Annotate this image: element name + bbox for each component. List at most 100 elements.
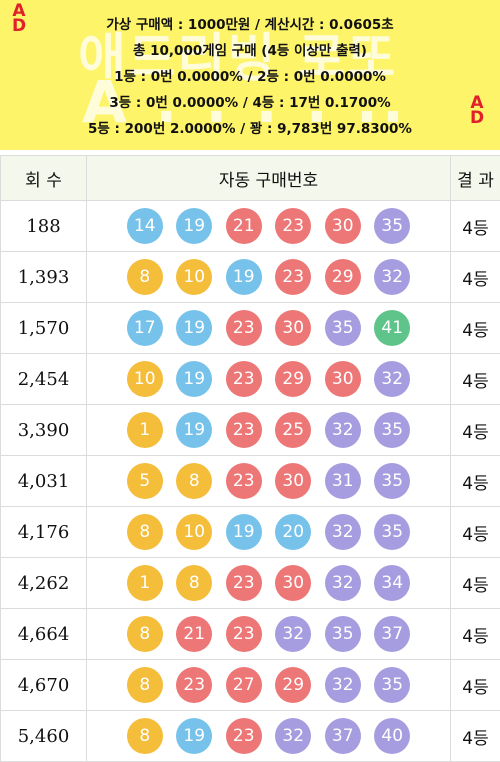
lotto-ball: 34 (374, 565, 410, 601)
lotto-ball: 19 (176, 208, 212, 244)
round-number: 5,460 (1, 711, 87, 762)
lotto-ball: 1 (127, 565, 163, 601)
lotto-ball: 8 (127, 718, 163, 754)
lotto-ball: 8 (127, 514, 163, 550)
lotto-ball: 30 (325, 208, 361, 244)
lotto-ball: 23 (226, 310, 262, 346)
result-rank: 4등 (451, 405, 500, 456)
lotto-ball: 32 (325, 565, 361, 601)
round-number: 1,393 (1, 252, 87, 303)
lotto-ball: 20 (275, 514, 311, 550)
lotto-ball: 19 (176, 718, 212, 754)
lotto-ball: 5 (127, 463, 163, 499)
lotto-ball: 30 (275, 565, 311, 601)
lotto-ball: 19 (226, 514, 262, 550)
lotto-ball: 10 (127, 361, 163, 397)
lotto-ball: 19 (176, 412, 212, 448)
lotto-ball: 31 (325, 463, 361, 499)
lotto-ball: 37 (374, 616, 410, 652)
lotto-ball: 10 (176, 259, 212, 295)
stats-banner: AD AD 애드리빙 로또 A . . . . .. 가상 구매액 : 1000… (0, 0, 500, 150)
result-rank: 4등 (451, 252, 500, 303)
lotto-ball: 8 (176, 463, 212, 499)
stat-rank-5-miss: 5등 : 200번 2.0000% / 꽝 : 9,783번 97.8300% (0, 117, 500, 137)
lotto-ball: 29 (325, 259, 361, 295)
round-number: 4,670 (1, 660, 87, 711)
round-number: 1,570 (1, 303, 87, 354)
lotto-ball: 23 (226, 718, 262, 754)
lotto-ball: 32 (374, 259, 410, 295)
result-rank: 4등 (451, 711, 500, 762)
lotto-ball: 35 (325, 616, 361, 652)
round-number: 4,664 (1, 609, 87, 660)
stat-rank-1-2: 1등 : 0번 0.0000% / 2등 : 0번 0.0000% (0, 65, 500, 85)
round-number: 4,176 (1, 507, 87, 558)
round-number: 4,262 (1, 558, 87, 609)
lotto-ball: 32 (275, 718, 311, 754)
table-header-row: 회 수 자동 구매번호 결 과 (1, 156, 500, 201)
result-rank: 4등 (451, 558, 500, 609)
lotto-ball: 32 (325, 412, 361, 448)
result-rank: 4등 (451, 609, 500, 660)
lotto-ball: 30 (325, 361, 361, 397)
result-rank: 4등 (451, 354, 500, 405)
stat-purchase-amount: 가상 구매액 : 1000만원 / 계산시간 : 0.0605초 (0, 13, 500, 33)
result-rank: 4등 (451, 303, 500, 354)
lotto-ball: 8 (176, 565, 212, 601)
lotto-ball: 8 (127, 616, 163, 652)
lotto-ball: 27 (226, 667, 262, 703)
lotto-ball: 19 (176, 310, 212, 346)
lotto-ball: 23 (226, 361, 262, 397)
lotto-ball: 30 (275, 463, 311, 499)
result-rank: 4등 (451, 201, 500, 252)
lotto-ball: 32 (275, 616, 311, 652)
lotto-ball: 30 (275, 310, 311, 346)
lotto-ball: 23 (176, 667, 212, 703)
lotto-ball: 10 (176, 514, 212, 550)
lotto-ball: 1 (127, 412, 163, 448)
round-number: 2,454 (1, 354, 87, 405)
lotto-ball: 21 (226, 208, 262, 244)
round-number: 4,031 (1, 456, 87, 507)
lotto-ball: 23 (226, 616, 262, 652)
lotto-ball: 25 (275, 412, 311, 448)
header-round: 회 수 (1, 156, 87, 201)
lotto-ball: 40 (374, 718, 410, 754)
lotto-ball: 32 (374, 361, 410, 397)
lotto-ball: 35 (374, 514, 410, 550)
lotto-ball: 35 (374, 463, 410, 499)
lotto-ball: 32 (325, 667, 361, 703)
header-numbers: 자동 구매번호 (87, 156, 451, 201)
round-number: 3,390 (1, 405, 87, 456)
